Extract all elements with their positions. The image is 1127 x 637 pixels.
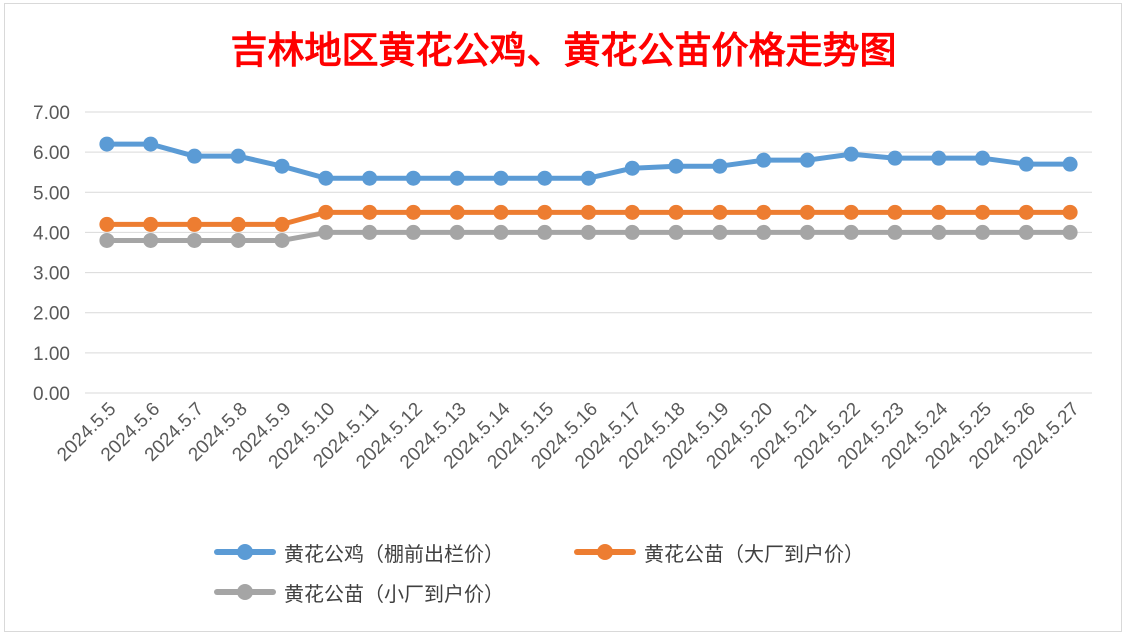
data-point-series-1 [362, 170, 378, 186]
data-point-series-2 [99, 216, 115, 232]
data-point-series-2 [712, 204, 728, 220]
data-point-series-1 [756, 152, 772, 168]
data-point-series-2 [449, 204, 465, 220]
data-point-series-3 [624, 224, 640, 240]
data-point-series-1 [493, 170, 509, 186]
data-point-series-2 [668, 204, 684, 220]
series-lines [99, 136, 1078, 248]
data-point-series-1 [1018, 156, 1034, 172]
y-tick-label: 1.00 [33, 344, 70, 365]
data-point-series-2 [493, 204, 509, 220]
data-point-series-3 [362, 224, 378, 240]
legend-label-series-2: 黄花公苗（大厂到户价） [644, 541, 864, 566]
data-point-series-2 [931, 204, 947, 220]
y-tick-label: 7.00 [33, 103, 70, 124]
data-point-series-1 [186, 148, 202, 164]
data-point-series-2 [756, 204, 772, 220]
data-point-series-2 [186, 216, 202, 232]
data-point-series-3 [975, 224, 991, 240]
data-point-series-3 [143, 232, 159, 248]
data-point-series-1 [799, 152, 815, 168]
data-point-series-1 [887, 150, 903, 166]
data-point-series-3 [712, 224, 728, 240]
y-tick-label: 6.00 [33, 143, 70, 164]
legend-label-series-3: 黄花公苗（小厂到户价） [284, 581, 504, 606]
data-point-series-3 [1018, 224, 1034, 240]
y-tick-label: 3.00 [33, 264, 70, 285]
data-point-series-2 [1018, 204, 1034, 220]
y-tick-label: 0.00 [33, 384, 70, 405]
data-point-series-2 [799, 204, 815, 220]
data-point-series-3 [449, 224, 465, 240]
data-point-series-1 [975, 150, 991, 166]
data-point-series-1 [668, 158, 684, 174]
data-point-series-3 [756, 224, 772, 240]
data-point-series-1 [274, 158, 290, 174]
y-tick-label: 5.00 [33, 183, 70, 204]
data-point-series-3 [1062, 224, 1078, 240]
chart-frame [4, 3, 1122, 632]
legend-swatch-series-2 [572, 536, 638, 568]
data-point-series-1 [624, 160, 640, 176]
data-point-series-3 [537, 224, 553, 240]
data-point-series-2 [143, 216, 159, 232]
data-point-series-2 [843, 204, 859, 220]
data-point-series-1 [449, 170, 465, 186]
data-point-series-2 [975, 204, 991, 220]
data-point-series-3 [493, 224, 509, 240]
data-point-series-2 [624, 204, 640, 220]
legend-item-series-3: 黄花公苗（小厂到户价） [212, 576, 504, 608]
data-point-series-1 [581, 170, 596, 186]
data-point-series-1 [143, 136, 159, 152]
data-point-series-3 [887, 224, 903, 240]
data-point-series-1 [843, 146, 859, 162]
data-point-series-2 [581, 204, 596, 220]
data-point-series-3 [843, 224, 859, 240]
data-point-series-1 [230, 148, 246, 164]
data-point-series-2 [318, 204, 334, 220]
data-point-series-3 [186, 232, 202, 248]
y-tick-label: 4.00 [33, 223, 70, 244]
data-point-series-2 [230, 216, 246, 232]
data-point-series-1 [318, 170, 334, 186]
legend-swatch-series-1 [212, 536, 278, 568]
data-point-series-3 [318, 224, 334, 240]
legend-item-series-1: 黄花公鸡（棚前出栏价） [212, 536, 504, 568]
data-point-series-3 [931, 224, 947, 240]
data-point-series-3 [799, 224, 815, 240]
x-axis-ticks: 2024.5.52024.5.62024.5.72024.5.82024.5.9… [53, 398, 1083, 473]
data-point-series-3 [405, 224, 421, 240]
chart-title: 吉林地区黄花公鸡、黄花公苗价格走势图 [230, 28, 897, 72]
gridlines [85, 111, 1092, 394]
data-point-series-1 [99, 136, 115, 152]
data-point-series-1 [405, 170, 421, 186]
legend-item-series-2: 黄花公苗（大厂到户价） [572, 536, 864, 568]
data-point-series-2 [537, 204, 553, 220]
data-point-series-2 [887, 204, 903, 220]
data-point-series-2 [362, 204, 378, 220]
data-point-series-3 [274, 232, 290, 248]
legend-swatch-series-3 [212, 576, 278, 608]
data-point-series-1 [537, 170, 553, 186]
data-point-series-3 [668, 224, 684, 240]
data-point-series-3 [230, 232, 246, 248]
data-point-series-2 [1062, 204, 1078, 220]
data-point-series-2 [405, 204, 421, 220]
data-point-series-3 [581, 224, 596, 240]
legend-label-series-1: 黄花公鸡（棚前出栏价） [284, 541, 504, 566]
data-point-series-2 [274, 216, 290, 232]
data-point-series-3 [99, 232, 115, 248]
data-point-series-1 [712, 158, 728, 174]
y-tick-label: 2.00 [33, 304, 70, 325]
y-axis-ticks: 0.00 1.00 2.00 3.00 4.00 5.00 6.00 7.00 [33, 103, 70, 405]
data-point-series-1 [1062, 156, 1078, 172]
data-point-series-1 [931, 150, 947, 166]
